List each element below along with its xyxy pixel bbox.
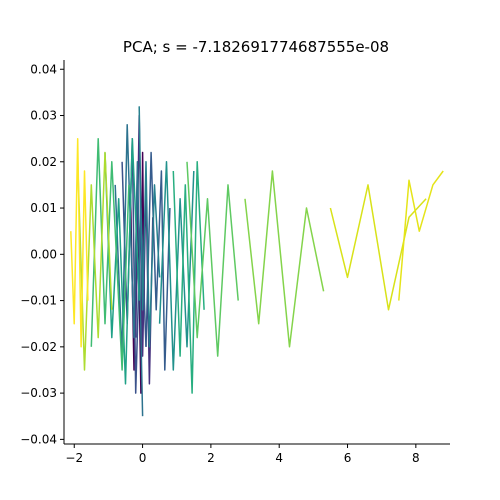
series-line-3 (145, 151, 171, 371)
y-tick-label: 0.00 (30, 247, 57, 261)
y-tick-label: −0.03 (20, 386, 57, 400)
y-tick-label: 0.03 (30, 109, 57, 123)
x-tick-label: 0 (139, 451, 147, 465)
plot-series (70, 106, 444, 417)
x-tick-label: 4 (275, 451, 283, 465)
series-line-13 (329, 184, 427, 311)
x-tick-label: 6 (344, 451, 352, 465)
series-line-10 (186, 161, 239, 357)
axes: −2 0 2 4 6 8 −0.04 −0.03 −0.02 −0.01 0.00 0.01 0.02 0… (20, 60, 450, 465)
series-line-6 (158, 161, 195, 371)
series-line-15 (70, 137, 89, 348)
y-tick-label: 0.02 (30, 155, 57, 169)
series-line-14 (398, 170, 444, 301)
series-line-7 (104, 137, 140, 385)
y-tick-label: −0.02 (20, 340, 57, 354)
y-tick-label: −0.04 (20, 432, 57, 446)
x-tick-label: −2 (65, 451, 83, 465)
y-tick-label: −0.01 (20, 294, 57, 308)
series-line-12 (76, 151, 113, 371)
chart-title: PCA; s = -7.182691774687555e-08 (123, 38, 389, 56)
x-tick-label: 8 (412, 451, 420, 465)
series-line-11 (244, 170, 325, 348)
y-tick-label: 0.04 (30, 62, 57, 76)
series-line-4 (114, 124, 144, 417)
series-line-5 (138, 106, 161, 348)
series-line-8 (172, 161, 205, 394)
x-tick-label: 2 (207, 451, 215, 465)
y-tick-label: 0.01 (30, 201, 57, 215)
series-line-1 (134, 114, 154, 385)
